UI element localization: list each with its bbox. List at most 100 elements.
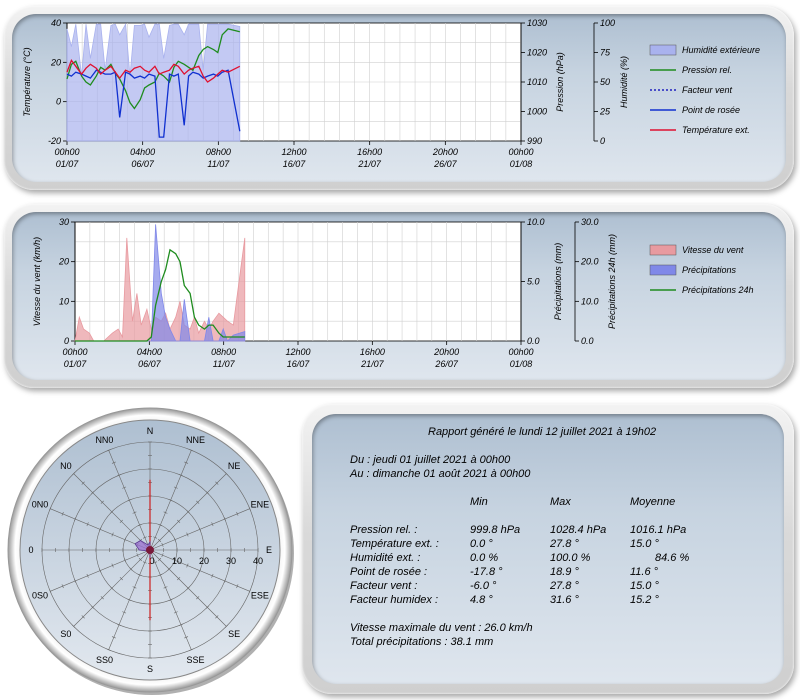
rose-tick [177,577,181,581]
rose-tick [81,615,85,619]
rose-tick [136,553,139,558]
x-tick-label-date: 01/08 [510,159,533,169]
rose-tick [124,558,127,563]
rose-tick [127,598,132,601]
rose-ring-label: 40 [253,556,263,566]
x-tick-label-time: 08h00 [206,147,231,157]
x-tick-label-date: 26/07 [433,159,458,169]
rose-tick [119,519,123,523]
rose-tick [205,605,209,609]
rose-tick [236,584,239,589]
rose-direction-label: SS0 [96,655,113,665]
row-min: 999.8 hPa [470,524,521,536]
series-line [66,59,241,83]
wind-rain-chart: 00h00 01/07 04h00 06/07 08h00 11/07 12h00 16/07… [32,217,754,369]
rose-tick [81,481,85,485]
y-tick-label: 0 [600,136,605,146]
x-tick-label-time: 12h00 [285,347,310,357]
rose-tick [158,524,163,527]
y-tick-label: 40 [51,18,61,28]
y-tick-label: 5.0 [527,277,540,287]
rose-tick [111,636,116,639]
x-tick-label-time: 20h00 [433,347,459,357]
y-tick-label: 20 [50,57,61,67]
temperature-chart: 00h00 01/07 04h00 06/07 08h00 11/07 12h00 16/07… [22,18,760,169]
rose-direction-label: ESE [251,591,269,601]
row-min: 0.0 % [470,552,499,564]
rose-tick [49,506,52,511]
rose-direction-label: ENE [251,499,270,509]
x-tick-label-time: 00h00 [508,347,533,357]
rose-tick [168,499,173,502]
rose-tick [167,567,171,571]
rose-tick [61,584,64,589]
axis-title: Précipitations 24h (mm) [607,234,617,329]
header-max: Max [550,496,571,508]
report-content: Rapport généré le lundi 12 juillet 2021 … [320,418,782,680]
rose-tick [196,596,200,600]
rose-tick [186,532,189,537]
header-min: Min [470,496,488,508]
rose-tick [106,449,111,452]
y-tick-label: 1000 [527,107,547,117]
rose-tick [158,573,163,576]
x-tick-label-time: 08h00 [211,347,236,357]
x-tick-label-date: 16/07 [287,359,311,369]
report-to: Au : dimanche 01 août 2021 à 00h00 [350,468,531,480]
y-tick-label: 30 [59,217,69,227]
total-precip-text: Total précipitations : 38.1 mm [350,636,494,648]
y-tick-label: 20.0 [580,257,599,267]
rose-direction-label: E [266,545,272,555]
rose-tick [173,486,178,489]
rose-tick [179,623,183,626]
report-from: Du : jeudi 01 juillet 2021 à 00h00 [350,454,511,466]
rose-tick [106,648,111,651]
legend-swatch [649,244,677,256]
x-tick-label-time: 16h00 [357,147,382,157]
x-tick-label-time: 00h00 [62,347,87,357]
x-tick-label-date: 11/07 [213,359,236,369]
rose-tick [122,611,127,614]
x-tick-label-date: 21/07 [360,359,385,369]
row-max: 100.0 % [550,552,591,564]
rose-tick [248,589,251,594]
rose-direction-label: NNE [186,435,205,445]
rose-tick [163,511,168,514]
rose-tick [184,636,189,639]
rose-tick [142,536,147,539]
rose-tick [161,553,164,558]
y-tick-label: 0 [64,336,69,346]
y-tick-label: 0.0 [581,336,594,346]
rose-tick [223,579,226,583]
axis-title: Vitesse du vent (km/h) [32,237,42,326]
row-avg: 11.6 ° [630,566,659,578]
rose-tick [157,538,162,543]
rose-direction-label: SE [228,629,240,639]
x-tick-label-date: 01/07 [56,159,80,169]
y-tick-label: -20 [48,136,61,146]
row-max: 27.8 ° [550,538,579,550]
rose-tick [211,522,214,527]
legend-swatch [649,44,677,56]
rose-tick [196,500,200,504]
series-line [66,28,240,110]
y-tick-label: 0.0 [527,336,540,346]
rose-tick [100,596,104,600]
rose-tick [198,527,201,532]
row-label: Point de rosée : [350,566,428,578]
report-title: Rapport généré le lundi 12 juillet 2021 … [428,426,657,438]
row-label: Pression rel. : [350,524,418,536]
row-label: Température ext. : [350,538,439,550]
axis-title: Humidité (%) [619,56,629,108]
rose-tick [215,615,219,619]
rose-tick [91,491,95,495]
rose-tick [161,542,164,547]
x-tick-label-time: 04h00 [130,147,155,157]
rose-tick [153,561,158,564]
y-tick-label: 20 [58,257,69,267]
x-tick-label-time: 12h00 [281,147,306,157]
legend-label: Pression rel. [682,65,732,75]
rose-tick [189,449,194,452]
x-tick-label-time: 04h00 [137,347,162,357]
y-tick-label: 990 [527,136,542,146]
